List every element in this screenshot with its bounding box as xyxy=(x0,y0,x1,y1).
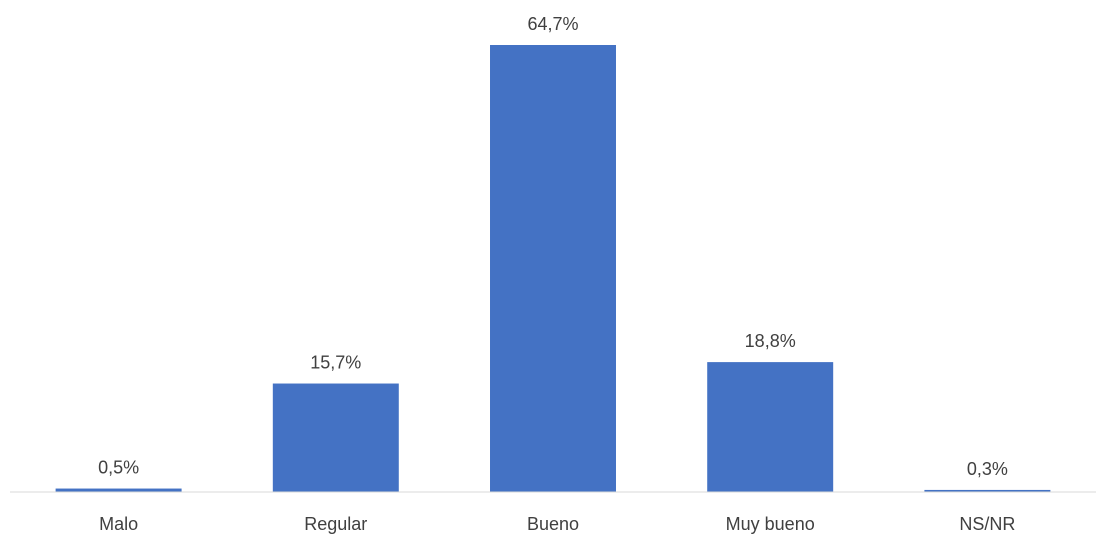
x-axis-tick-labels: Malo Regular Bueno Muy bueno NS/NR xyxy=(99,514,1015,534)
bars-layer xyxy=(55,45,1051,492)
bar-ns-nr xyxy=(924,489,1051,492)
x-tick-label-regular: Regular xyxy=(304,514,367,534)
x-tick-label-muy-bueno: Muy bueno xyxy=(726,514,815,534)
x-tick-label-ns-nr: NS/NR xyxy=(959,514,1015,534)
data-label-malo: 0,5% xyxy=(98,458,139,478)
data-label-muy-bueno: 18,8% xyxy=(745,331,796,351)
data-labels-layer: 0,5% 15,7% 64,7% 18,8% 0,3% xyxy=(98,14,1008,479)
bar-malo xyxy=(55,488,182,492)
data-label-bueno: 64,7% xyxy=(527,14,578,34)
data-label-ns-nr: 0,3% xyxy=(967,459,1008,479)
bar-muy-bueno xyxy=(707,362,834,492)
x-tick-label-bueno: Bueno xyxy=(527,514,579,534)
bar-bueno xyxy=(490,45,616,492)
data-label-regular: 15,7% xyxy=(310,353,361,373)
bar-regular xyxy=(272,383,399,492)
x-tick-label-malo: Malo xyxy=(99,514,138,534)
